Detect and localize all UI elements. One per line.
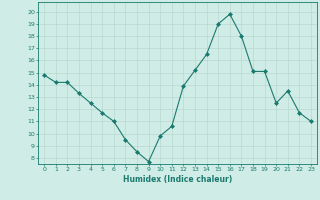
X-axis label: Humidex (Indice chaleur): Humidex (Indice chaleur) (123, 175, 232, 184)
